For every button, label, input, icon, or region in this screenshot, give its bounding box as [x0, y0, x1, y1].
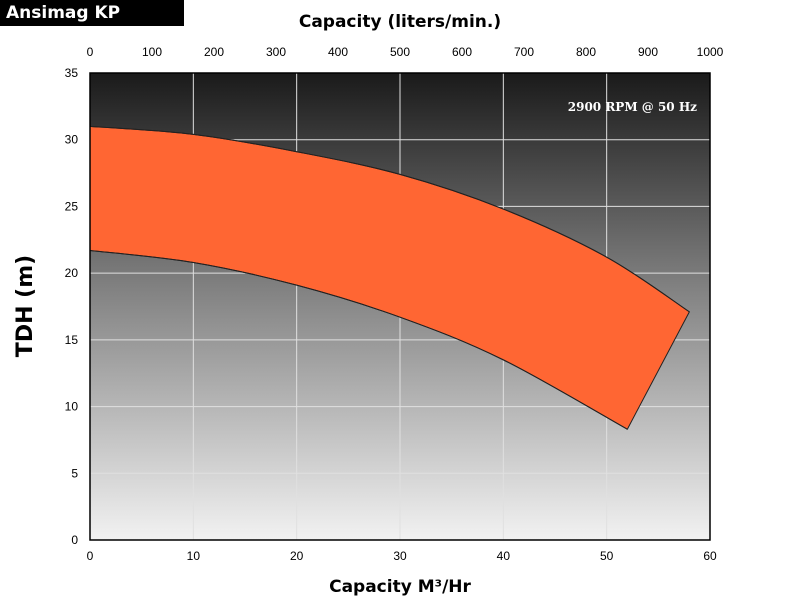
x2-tick-label: 500 [390, 45, 410, 59]
y-tick-label: 5 [71, 466, 78, 480]
y-tick-label: 35 [65, 66, 79, 80]
y-tick-labels: 0 5 10 15 20 25 30 35 [65, 66, 79, 547]
x2-tick-label: 200 [204, 45, 224, 59]
x2-tick-labels: 0 100 200 300 400 500 600 700 800 900 1000 [87, 45, 724, 59]
x-tick-label: 0 [87, 549, 94, 563]
y-tick-label: 15 [65, 333, 79, 347]
x-tick-labels: 0 10 20 30 40 50 60 [87, 549, 717, 563]
plot-frame [89, 72, 711, 541]
y-axis-title: TDH (m) [13, 255, 38, 357]
brand-label: Ansimag KP [0, 0, 184, 26]
y-tick-label: 10 [65, 400, 79, 414]
x-tick-label: 30 [393, 549, 407, 563]
x-axis-title: Capacity M³/Hr [329, 577, 471, 597]
x2-tick-label: 800 [576, 45, 596, 59]
x-tick-label: 60 [703, 549, 717, 563]
rpm-annotation: 2900 RPM @ 50 Hz [568, 100, 697, 114]
x2-axis-title: Capacity (liters/min.) [299, 12, 501, 32]
x-tick-label: 20 [290, 549, 304, 563]
x2-tick-label: 1000 [697, 45, 724, 59]
x2-tick-label: 100 [142, 45, 162, 59]
x2-tick-label: 400 [328, 45, 348, 59]
x2-tick-label: 900 [638, 45, 658, 59]
performance-band [89, 125, 690, 430]
x2-tick-label: 700 [514, 45, 534, 59]
series-line-upper [89, 125, 690, 313]
y-tick-label: 0 [71, 533, 78, 547]
series-line-lower [89, 249, 628, 430]
x2-tick-label: 300 [266, 45, 286, 59]
y-tick-label: 20 [65, 266, 79, 280]
x-tick-label: 10 [187, 549, 201, 563]
x2-tick-label: 0 [87, 45, 94, 59]
x-tick-label: 40 [497, 549, 511, 563]
x-tick-label: 50 [600, 549, 614, 563]
x2-tick-label: 600 [452, 45, 472, 59]
y-tick-label: 30 [65, 133, 79, 147]
y-tick-label: 25 [65, 199, 79, 213]
